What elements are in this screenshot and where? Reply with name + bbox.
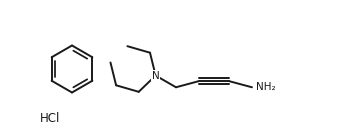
Text: N: N [152, 71, 159, 80]
Text: NH₂: NH₂ [256, 82, 275, 92]
Text: HCl: HCl [40, 111, 60, 124]
